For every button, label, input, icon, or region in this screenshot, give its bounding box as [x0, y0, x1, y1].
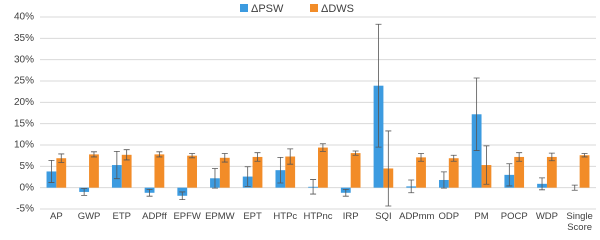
bar [448, 158, 459, 188]
bar [350, 153, 361, 188]
legend-label: ΔDWS [321, 3, 354, 15]
bar [546, 156, 557, 188]
x-tick-label: SQI [375, 211, 392, 222]
x-tick-label: EPMW [205, 211, 235, 222]
error-bar [539, 177, 546, 191]
error-bar [179, 191, 186, 201]
x-tick-label: POCP [500, 211, 528, 222]
error-bar [408, 179, 415, 194]
y-tick-label: 25% [14, 76, 34, 87]
bar [154, 154, 165, 188]
error-bar [506, 163, 513, 187]
error-bar [123, 149, 130, 161]
bar [579, 155, 590, 188]
bar [416, 157, 426, 188]
y-tick-label: 20% [14, 97, 34, 108]
x-tick-label: ETP [112, 211, 131, 222]
error-bar [254, 152, 261, 162]
error-bar [483, 145, 490, 185]
x-tick-label: EPFW [173, 211, 201, 222]
error-bar [473, 77, 480, 151]
error-bar [156, 151, 163, 158]
error-bar [581, 153, 588, 158]
bar [89, 154, 99, 188]
error-bar [548, 152, 555, 162]
bar [285, 156, 296, 188]
x-tick-label: HTPc [273, 211, 298, 222]
error-bar [244, 166, 251, 187]
error-bar [90, 151, 97, 158]
bar [318, 147, 328, 188]
y-tick-label: 40% [14, 12, 34, 23]
x-tick-label: ADPmm [399, 211, 435, 222]
error-bar [375, 23, 382, 148]
bar [219, 157, 230, 188]
legend-label: ΔPSW [251, 3, 284, 15]
bar [121, 154, 132, 188]
x-tick-label: ODP [438, 211, 460, 222]
bar [56, 158, 67, 188]
error-bar [450, 154, 457, 162]
error-bar [48, 159, 55, 183]
y-tick-label: -5% [16, 204, 34, 215]
error-bar [342, 188, 349, 197]
x-tick-label: WDP [535, 211, 559, 222]
legend-swatch [240, 4, 248, 12]
error-bar [385, 130, 392, 207]
error-bar [146, 188, 153, 197]
error-bar [113, 151, 120, 180]
error-bar [440, 171, 447, 189]
x-tick-label: EPT [243, 211, 262, 222]
bar [471, 114, 482, 188]
error-bar [277, 156, 284, 184]
x-tick-label: Single Score [566, 211, 593, 233]
error-bar [58, 153, 65, 163]
x-tick-label: PM [474, 211, 489, 222]
error-bar [352, 150, 359, 156]
y-tick-label: 15% [14, 118, 34, 129]
error-bar [211, 168, 218, 189]
error-bar [516, 152, 523, 162]
y-tick-label: 0% [20, 182, 35, 193]
error-bar [310, 179, 317, 195]
x-tick-label: HTPnc [303, 211, 333, 222]
y-tick-label: 35% [14, 33, 34, 44]
y-tick-label: 30% [14, 54, 34, 65]
error-bar [221, 153, 228, 163]
bar [252, 156, 263, 188]
y-tick-label: 5% [20, 161, 35, 172]
x-tick-label: GWP [77, 211, 101, 222]
error-bar [81, 188, 88, 196]
legend-swatch [310, 4, 318, 12]
error-bar [571, 184, 578, 191]
error-bar [418, 153, 425, 162]
x-tick-label: AP [50, 211, 63, 222]
error-bar [319, 143, 326, 152]
x-tick-label: ADPff [142, 211, 167, 222]
y-tick-label: 10% [14, 140, 34, 151]
error-bar [287, 148, 294, 165]
bar [514, 156, 525, 188]
error-bar [189, 153, 196, 159]
x-tick-label: IRP [342, 211, 359, 222]
bar [187, 155, 197, 188]
